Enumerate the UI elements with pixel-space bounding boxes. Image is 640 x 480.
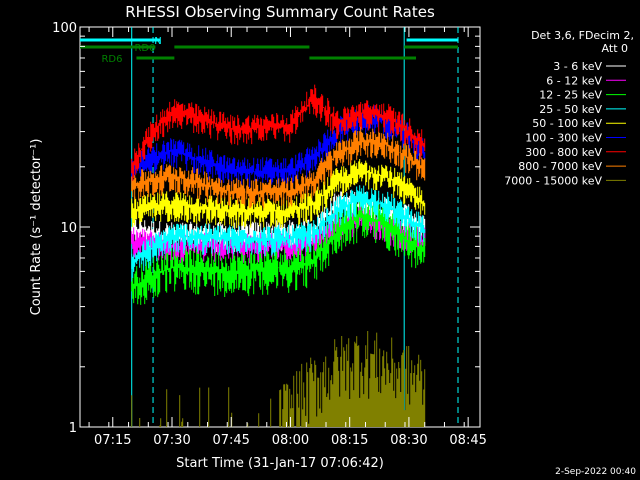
series-6 bbox=[131, 84, 426, 182]
series-trace bbox=[131, 126, 426, 209]
legend-label: 12 - 25 keV bbox=[539, 89, 602, 102]
x-axis-label: Start Time (31-Jan-17 07:06:42) bbox=[176, 456, 384, 471]
legend-label: 100 - 300 keV bbox=[525, 132, 602, 145]
series-4 bbox=[131, 159, 426, 229]
x-tick-label: 08:15 bbox=[331, 433, 368, 448]
legend-label: 6 - 12 keV bbox=[546, 74, 602, 87]
flag-bar-label: RD0 bbox=[134, 43, 155, 54]
x-tick-label: 07:15 bbox=[94, 433, 131, 448]
chart-title: RHESSI Observing Summary Count Rates bbox=[125, 3, 435, 21]
legend-label: 7000 - 15000 keV bbox=[504, 174, 602, 187]
axes: 1 10 100 07:15 07:30 07:45 08:00 08:15 08:30 08:4… bbox=[52, 21, 487, 448]
x-tick-label: 08:00 bbox=[272, 433, 309, 448]
y-tick-label: 10 bbox=[60, 221, 77, 236]
series-trace bbox=[131, 159, 426, 229]
x-tick-label: 07:45 bbox=[212, 433, 249, 448]
legend-label: 800 - 7000 keV bbox=[518, 160, 602, 173]
series-7 bbox=[131, 126, 426, 209]
series-trace bbox=[131, 84, 426, 182]
y-tick-label: 100 bbox=[52, 21, 77, 36]
series-trace bbox=[131, 185, 426, 278]
legend-label: 50 - 100 keV bbox=[532, 117, 602, 130]
series-trace bbox=[131, 196, 426, 305]
y-axis-label: Count Rate (s⁻¹ detector⁻¹) bbox=[29, 139, 44, 316]
series-2 bbox=[131, 196, 426, 305]
series-group bbox=[131, 84, 426, 427]
x-tick-label: 07:30 bbox=[153, 433, 190, 448]
legend-label: 300 - 800 keV bbox=[525, 146, 602, 159]
legend-header-line1: Det 3,6, FDecim 2, bbox=[531, 29, 634, 42]
x-tick-label: 08:30 bbox=[390, 433, 427, 448]
legend-label: 25 - 50 keV bbox=[539, 103, 602, 116]
series-3 bbox=[131, 185, 426, 278]
legend-label: 3 - 6 keV bbox=[553, 60, 602, 73]
timestamp: 2-Sep-2022 00:40 bbox=[555, 467, 636, 477]
legend-header-line2: Att 0 bbox=[602, 42, 628, 55]
series-trace bbox=[131, 331, 426, 427]
y-tick-label: 1 bbox=[69, 421, 77, 436]
flag-bar-label: N bbox=[154, 36, 161, 47]
series-8 bbox=[131, 331, 426, 427]
flag-bar-label: RD6 bbox=[101, 54, 122, 65]
x-tick-label: 08:45 bbox=[449, 433, 486, 448]
